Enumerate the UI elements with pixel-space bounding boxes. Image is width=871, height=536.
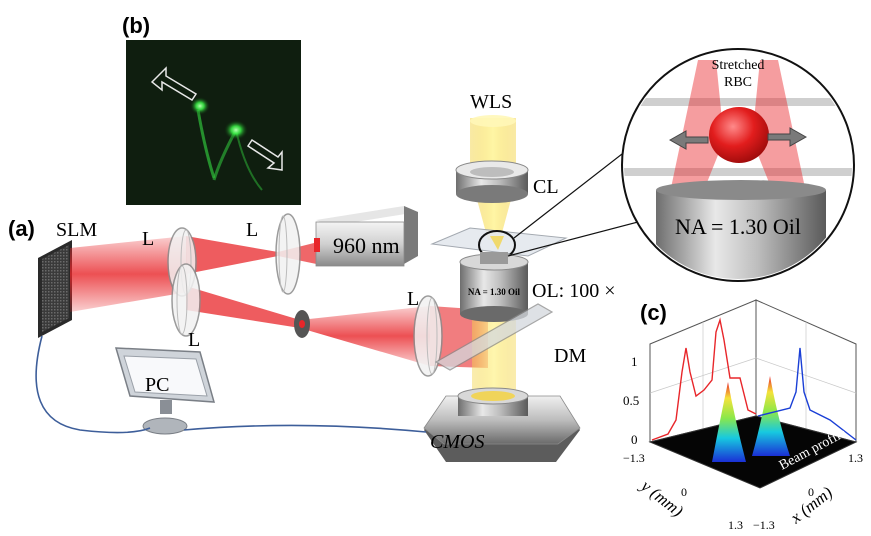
objective-barrel-label: NA = 1.30 Oil	[468, 287, 521, 297]
x-tick-pos: 1.3	[848, 451, 863, 465]
zoom-line-bottom	[507, 221, 639, 257]
laser-source	[314, 206, 418, 267]
y-tick-neg: −1.3	[623, 451, 645, 465]
panel-label-c: (c)	[640, 300, 667, 325]
profile-blue	[757, 347, 857, 441]
z-tick-0: 0	[631, 432, 638, 447]
laser-beam-slm	[70, 236, 188, 312]
laser-beam-lower-2	[300, 306, 430, 366]
peak-left	[712, 382, 746, 462]
ol-label: OL: 100 ×	[532, 280, 616, 302]
y-axis-label: y (mm)	[636, 475, 687, 521]
wls-label: WLS	[470, 91, 512, 113]
lens-label-3: L	[188, 329, 200, 351]
rbc-inset	[621, 48, 855, 282]
laser-beam-upper	[186, 236, 278, 274]
y-tick-zero: 0	[681, 485, 687, 499]
pc-label: PC	[145, 374, 169, 396]
cable-pc-cmos	[183, 424, 427, 433]
condenser-lens	[455, 160, 529, 203]
white-light-beam-mid	[476, 196, 512, 240]
x-tick-neg: −1.3	[753, 518, 775, 532]
x-tick-zero: 0	[808, 485, 814, 499]
lens-label-1: L	[142, 228, 154, 250]
red-blood-cell	[709, 107, 769, 163]
slm-device	[38, 240, 72, 338]
peak-right	[752, 376, 790, 456]
laser-beam-lower	[186, 286, 300, 328]
beam-profile-plot	[648, 299, 858, 489]
stretch-arrow-left-icon	[150, 66, 198, 102]
cmos-label: CMOS	[430, 431, 484, 453]
objective-lens	[459, 252, 529, 322]
cmos-camera	[423, 387, 581, 462]
cl-label: CL	[533, 176, 559, 198]
lens-label-4: L	[407, 288, 419, 310]
panel-label-a: (a)	[8, 216, 35, 241]
aperture	[294, 310, 310, 338]
stretch-arrow-right-icon	[767, 127, 808, 147]
lens-4	[413, 295, 443, 377]
dm-label: DM	[554, 345, 586, 367]
cable-slm-pc	[35, 335, 151, 434]
stretch-arrow-left-icon	[668, 130, 709, 150]
z-tick-1: 1	[631, 354, 638, 369]
panel-label-b: (b)	[122, 13, 150, 38]
rbc-label-line2: RBC	[724, 75, 752, 90]
z-tick-05: 0.5	[623, 393, 639, 408]
stretch-arrow-right-icon	[246, 138, 283, 171]
slm-label: SLM	[56, 219, 97, 241]
rbc-label-line1: Stretched	[712, 58, 765, 73]
fluorescence-image	[126, 40, 301, 205]
profile-red	[651, 317, 757, 441]
pc-monitor	[114, 347, 216, 435]
inset-na-label: NA = 1.30 Oil	[675, 214, 801, 239]
zoom-line-top	[513, 139, 641, 239]
laser-wavelength-label: 960 nm	[333, 233, 400, 258]
lens-label-2: L	[246, 219, 258, 241]
lens-2	[275, 213, 301, 295]
dichroic-mirror	[434, 303, 554, 371]
lens-3	[171, 263, 201, 337]
y-tick-pos: 1.3	[728, 518, 743, 532]
